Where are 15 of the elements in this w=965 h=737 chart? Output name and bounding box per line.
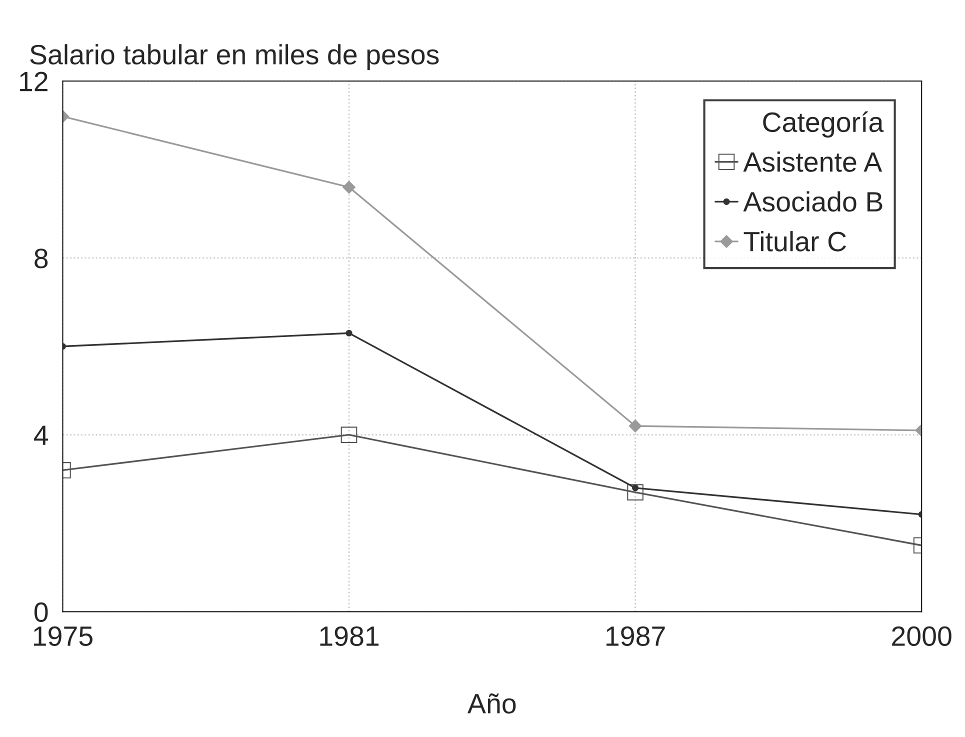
x-tick-label: 1981 [320,626,379,646]
y-axis-title: Salario tabular en miles de pesos [30,44,439,70]
point [346,330,352,336]
y-tick-label: 0 [34,602,48,622]
x-axis-title: Año [467,693,516,714]
legend-label: Titular C [744,231,846,252]
legend-title: Categoría [763,111,884,138]
legend-label: Asistente A [743,151,882,172]
y-tick-label: 8 [34,248,48,268]
legend-label: Asociado B [743,191,882,212]
y-tick-label: 12 [20,72,48,92]
x-tick-label: 2000 [892,626,952,646]
x-tick-label: 1987 [606,626,665,646]
y-tick-label: 4 [34,426,48,445]
x-tick-label: 1975 [34,626,92,646]
